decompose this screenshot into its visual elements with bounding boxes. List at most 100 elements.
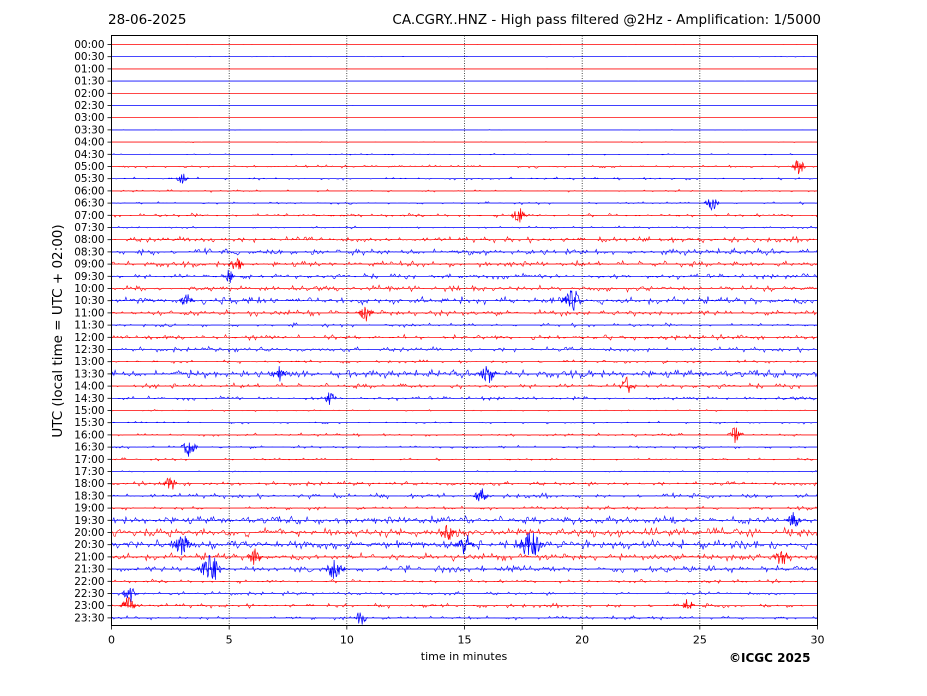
y-tick-label: 23:30 xyxy=(74,612,104,624)
seismic-event xyxy=(510,208,527,223)
seismic-event xyxy=(726,427,743,443)
trace-noise xyxy=(111,56,818,58)
y-tick-label: 22:00 xyxy=(74,576,104,588)
y-tick-label: 05:30 xyxy=(74,173,104,185)
y-tick-label: 16:30 xyxy=(74,442,104,454)
y-tick-label: 02:00 xyxy=(74,88,104,100)
seismic-event xyxy=(618,376,635,393)
seismic-event xyxy=(121,587,139,602)
y-tick-label: 03:30 xyxy=(74,124,104,136)
seismic-event xyxy=(516,532,544,556)
y-tick-label: 16:00 xyxy=(74,429,104,441)
y-tick-label: 06:00 xyxy=(74,185,104,197)
seismic-event xyxy=(472,488,489,502)
seismic-event xyxy=(680,599,696,609)
y-tick-label: 15:30 xyxy=(74,417,104,429)
trace-noise xyxy=(111,615,818,621)
seismic-event xyxy=(222,269,236,283)
y-tick-label: 07:00 xyxy=(74,210,104,222)
y-axis-label: UTC (local time = UTC + 02:00) xyxy=(50,224,66,438)
seismic-event xyxy=(196,555,225,580)
seismic-event xyxy=(453,535,475,555)
y-tick-label: 21:00 xyxy=(74,551,104,563)
seismic-event xyxy=(440,524,456,540)
y-tick-label: 04:30 xyxy=(74,149,104,161)
trace-noise xyxy=(111,164,818,169)
x-axis: 0 5 10 15 20 25 30 xyxy=(108,625,825,647)
seismic-event xyxy=(246,548,264,565)
y-tick-label: 18:00 xyxy=(74,478,104,490)
seismic-event xyxy=(785,512,802,527)
trace-noise xyxy=(111,141,818,144)
chart-title: CA.CGRY..HNZ - High pass filtered @2Hz -… xyxy=(392,12,821,28)
y-tick-label: 00:30 xyxy=(74,51,104,63)
seismic-event xyxy=(228,257,245,270)
y-tick-label: 03:00 xyxy=(74,112,104,124)
seismic-event xyxy=(478,366,498,384)
y-tick-label: 19:00 xyxy=(74,503,104,515)
y-tick-label: 04:00 xyxy=(74,137,104,149)
y-tick-label: 06:30 xyxy=(74,198,104,210)
y-tick-label: 12:30 xyxy=(74,344,104,356)
date-label: 28-06-2025 xyxy=(108,12,187,28)
y-tick-label: 23:00 xyxy=(74,600,104,612)
y-tick-label: 14:00 xyxy=(74,381,104,393)
seismic-event xyxy=(703,199,720,211)
x-tick-label: 25 xyxy=(693,634,707,647)
y-tick-label: 15:00 xyxy=(74,405,104,417)
y-tick-label: 13:30 xyxy=(74,368,104,380)
y-tick-label: 11:30 xyxy=(74,320,104,332)
trace-noise xyxy=(111,129,818,131)
trace-noise xyxy=(111,247,818,257)
y-tick-label: 08:30 xyxy=(74,246,104,258)
y-tick-label: 17:30 xyxy=(74,466,104,478)
x-tick-label: 30 xyxy=(811,634,825,647)
y-tick-label: 05:00 xyxy=(74,161,104,173)
y-tick-label: 09:30 xyxy=(74,271,104,283)
y-tick-label: 12:00 xyxy=(74,332,104,344)
x-tick-label: 0 xyxy=(108,634,115,647)
y-axis: 00:0000:3001:0001:3002:0002:3003:0003:30… xyxy=(74,39,112,624)
trace-noise xyxy=(111,420,818,425)
copyright-text: ©ICGC 2025 xyxy=(729,651,811,665)
trace-noise xyxy=(111,212,818,219)
seismic-event xyxy=(791,160,806,175)
seismic-event xyxy=(180,442,199,457)
seismic-event xyxy=(357,306,374,322)
seismic-event xyxy=(353,612,368,625)
y-tick-label: 21:30 xyxy=(74,564,104,576)
seismic-event xyxy=(270,366,287,382)
y-tick-label: 14:30 xyxy=(74,393,104,405)
y-tick-label: 01:00 xyxy=(74,63,104,75)
x-tick-label: 10 xyxy=(340,634,354,647)
y-tick-label: 20:00 xyxy=(74,527,104,539)
y-tick-label: 22:30 xyxy=(74,588,104,600)
y-tick-label: 00:00 xyxy=(74,39,104,51)
seismic-event xyxy=(324,560,346,579)
y-tick-label: 07:30 xyxy=(74,222,104,234)
trace-noise xyxy=(111,457,818,462)
trace-noise xyxy=(111,514,818,526)
y-tick-label: 08:00 xyxy=(74,234,104,246)
y-tick-label: 10:30 xyxy=(74,295,104,307)
y-tick-label: 01:30 xyxy=(74,76,104,88)
seismic-event xyxy=(323,392,337,405)
x-tick-label: 5 xyxy=(226,634,233,647)
y-tick-label: 02:30 xyxy=(74,100,104,112)
x-tick-label: 15 xyxy=(458,634,472,647)
y-tick-label: 10:00 xyxy=(74,283,104,295)
seismic-event xyxy=(773,550,792,565)
seismic-event xyxy=(119,597,137,609)
seismic-event xyxy=(178,294,195,306)
trace-noise xyxy=(111,345,818,354)
y-tick-label: 20:30 xyxy=(74,539,104,551)
y-tick-label: 19:30 xyxy=(74,515,104,527)
seismic-event xyxy=(171,535,193,556)
y-tick-label: 18:30 xyxy=(74,490,104,502)
x-axis-label: time in minutes xyxy=(420,650,508,663)
x-tick-label: 20 xyxy=(575,634,589,647)
seismic-event xyxy=(162,477,178,490)
seismic-event xyxy=(561,290,584,311)
y-tick-label: 13:00 xyxy=(74,356,104,368)
